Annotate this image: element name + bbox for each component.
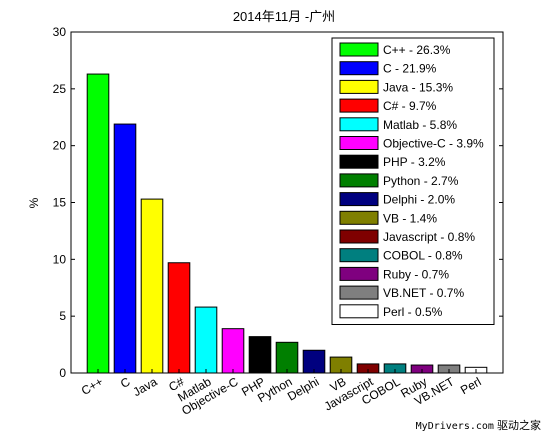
bar-c-: [167, 262, 191, 374]
bar-java: [140, 198, 164, 374]
x-tick-label: Java: [131, 374, 160, 399]
watermark: MyDrivers.com 驱动之家: [416, 417, 541, 433]
watermark-url: MyDrivers.com: [415, 421, 494, 432]
watermark-site-name: 驱动之家: [497, 419, 541, 432]
legend-entry: Perl - 0.5%: [383, 305, 443, 319]
legend-entry: Python - 2.7%: [383, 174, 459, 188]
x-tick-label: VB: [328, 374, 349, 394]
legend-entry: C++ - 26.3%: [383, 43, 451, 57]
legend-swatch: [339, 173, 379, 188]
legend-entry: Objective-C - 3.9%: [383, 137, 484, 151]
legend-swatch: [339, 79, 379, 94]
legend-swatch: [339, 98, 379, 113]
bar-python: [275, 341, 299, 374]
legend-swatch: [339, 61, 379, 76]
legend-entry: VB - 1.4%: [383, 211, 437, 225]
chart-title: 2014年11月 -广州: [233, 9, 335, 24]
legend-swatch: [339, 42, 379, 57]
bar-c: [113, 123, 137, 374]
legend-swatch: [339, 266, 379, 281]
legend-swatch: [339, 192, 379, 207]
x-tick-label: C#: [166, 374, 187, 394]
y-axis: 0 5 10 15 20 25 30: [53, 25, 503, 380]
bar-c-: [86, 73, 110, 374]
x-tick-label: C++: [79, 374, 106, 397]
y-tick-label: 0: [59, 366, 66, 380]
plot-frame: [70, 31, 504, 374]
legend-entry: Matlab - 5.8%: [383, 118, 457, 132]
legend-swatch: [339, 136, 379, 150]
legend-swatch: [339, 154, 379, 169]
legend-entry: VB.NET - 0.7%: [383, 286, 464, 300]
bar-matlab: [194, 306, 218, 374]
legend-entry: COBOL - 0.8%: [383, 249, 463, 263]
legend-entry: Delphi - 2.0%: [383, 193, 455, 207]
y-axis-label: %: [27, 197, 41, 208]
legend-entry: Java - 15.3%: [383, 80, 453, 94]
legend-entry: C - 21.9%: [383, 62, 437, 76]
bar-php: [248, 336, 272, 374]
legend-entry: Javascript - 0.8%: [383, 230, 475, 244]
bar-objective-c: [221, 328, 245, 374]
legend-entry: Ruby - 0.7%: [383, 267, 449, 281]
y-tick-label: 25: [53, 82, 67, 96]
legend: C++ - 26.3% C - 21.9% Java - 15.3% C# - 9.7…: [331, 37, 495, 325]
bars: [86, 73, 488, 374]
y-tick-label: 10: [53, 252, 67, 266]
y-tick-label: 20: [53, 139, 67, 153]
legend-entry: PHP - 3.2%: [383, 155, 446, 169]
legend-swatch: [339, 285, 379, 300]
legend-swatch: [339, 248, 379, 263]
legend-entry: C# - 9.7%: [383, 99, 437, 113]
y-tick-label: 30: [53, 25, 67, 39]
y-tick-label: 15: [53, 196, 67, 210]
x-tick-label: Perl: [458, 374, 483, 397]
y-tick-label: 5: [59, 309, 66, 323]
x-tick-label: Delphi: [285, 374, 321, 403]
legend-swatch: [339, 117, 379, 132]
legend-swatch: [339, 229, 379, 244]
legend-swatch: [339, 210, 379, 225]
legend-swatch: [339, 304, 379, 319]
